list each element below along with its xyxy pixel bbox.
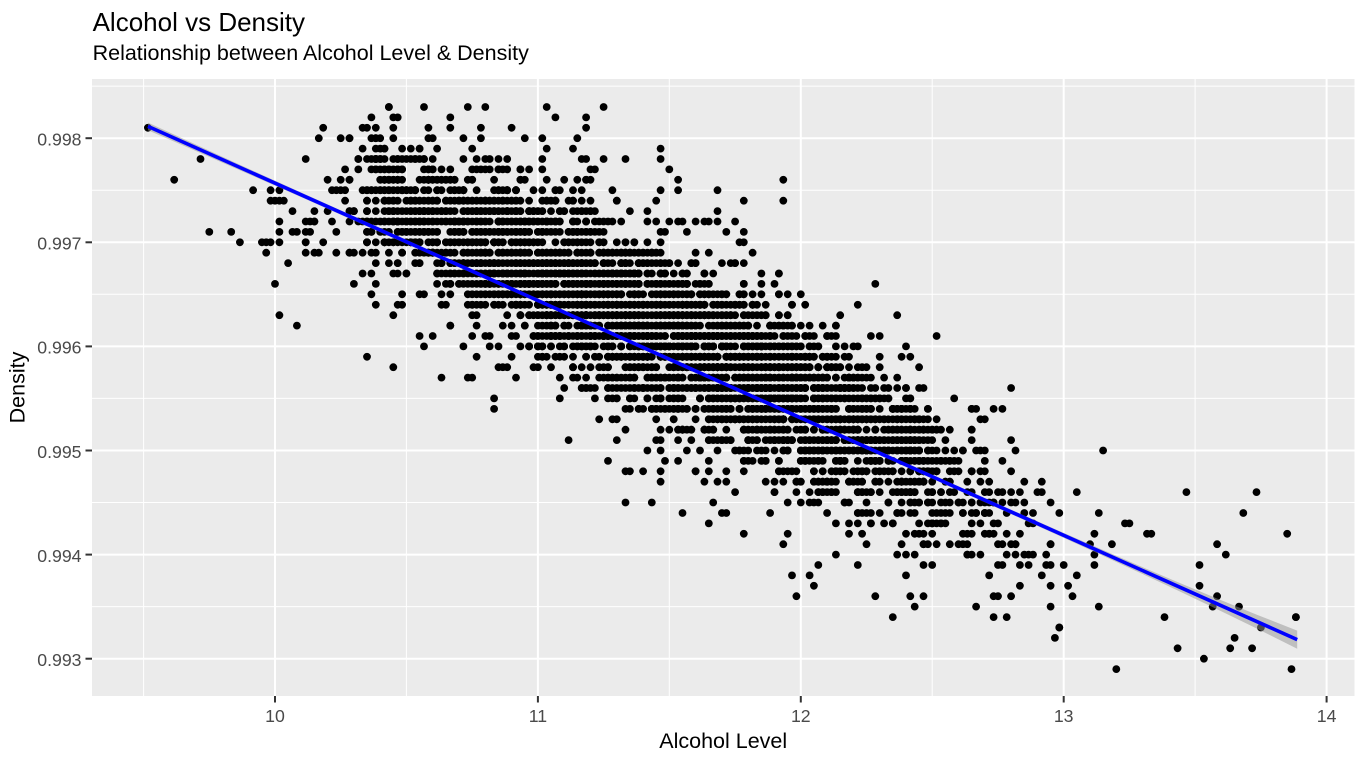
svg-text:0.996: 0.996 — [37, 338, 81, 358]
svg-text:0.993: 0.993 — [37, 650, 81, 670]
svg-text:0.995: 0.995 — [37, 442, 81, 462]
svg-text:0.998: 0.998 — [37, 130, 81, 150]
svg-text:12: 12 — [791, 706, 811, 726]
svg-text:0.997: 0.997 — [37, 234, 81, 254]
svg-text:Relationship between Alcohol L: Relationship between Alcohol Level & Den… — [93, 41, 529, 65]
svg-text:Density: Density — [6, 351, 30, 423]
svg-text:11: 11 — [529, 706, 547, 726]
svg-text:Alcohol vs Density: Alcohol vs Density — [93, 7, 305, 37]
svg-text:13: 13 — [1054, 706, 1074, 726]
svg-text:14: 14 — [1317, 706, 1337, 726]
svg-text:Alcohol Level: Alcohol Level — [659, 729, 787, 753]
svg-text:10: 10 — [265, 706, 285, 726]
svg-text:0.994: 0.994 — [37, 546, 81, 566]
